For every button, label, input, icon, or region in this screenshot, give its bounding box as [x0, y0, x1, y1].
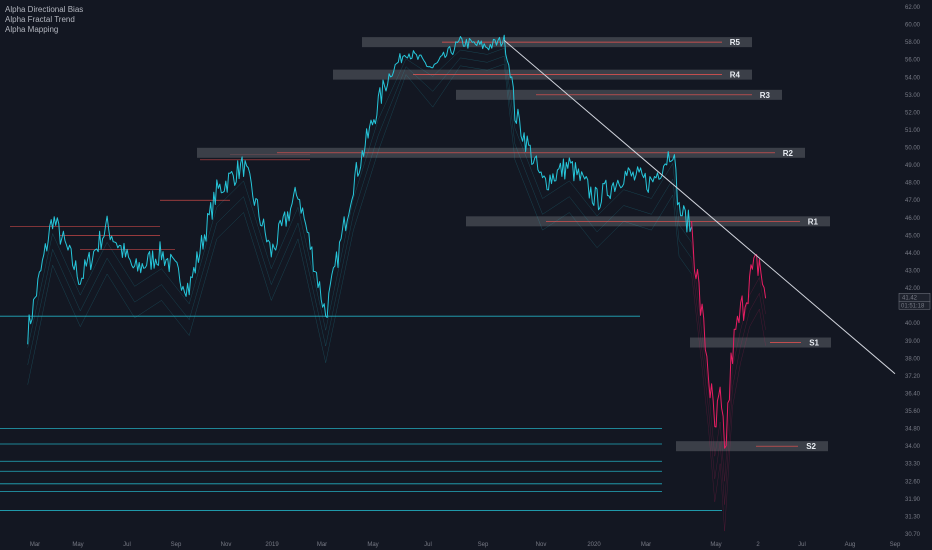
price-tick-label: 48.00 — [905, 181, 921, 187]
zone-label-r4: R4 — [730, 71, 741, 80]
time-tick-label: May — [367, 542, 378, 548]
time-axis: Mar May Jul Sep Nov 2019 Mar May Jul Sep Nov 2020 Ma… — [30, 542, 901, 548]
time-tick-label: Mar — [30, 542, 40, 548]
trendline-layer — [503, 39, 896, 375]
price-tick-label: 37.20 — [905, 374, 921, 380]
price-tick-label: 60.00 — [905, 23, 921, 29]
time-tick-label: 2 — [756, 542, 760, 548]
countdown-label: 01:51:18 — [901, 303, 925, 309]
price-tick-label: 33.30 — [905, 462, 921, 468]
price-tick-label: 34.80 — [905, 427, 921, 433]
legend-item-mapping[interactable]: Alpha Mapping — [5, 25, 59, 34]
price-tick-label: 35.60 — [905, 409, 921, 415]
price-tick-label: 31.90 — [905, 497, 921, 503]
zones-layer: R5 R4 R3 R2 R1 S1 S2 — [197, 37, 831, 452]
price-tick-label: 56.00 — [905, 58, 921, 64]
price-tick-label: 39.00 — [905, 339, 921, 345]
zone-s1 — [690, 337, 831, 348]
legend-item-directional-bias[interactable]: Alpha Directional Bias — [5, 5, 84, 14]
countdown-tag — [898, 301, 931, 310]
price-tick-label: 50.00 — [905, 146, 921, 152]
price-tick-label: 62.00 — [905, 5, 921, 11]
price-tick-label: 42.00 — [905, 286, 921, 292]
trend-band — [691, 273, 766, 532]
time-tick-label: Jul — [424, 542, 432, 548]
time-tick-label: Nov — [536, 542, 547, 548]
trend-band — [27, 55, 692, 365]
price-tick-label: 58.00 — [905, 40, 921, 46]
series-layer — [27, 34, 767, 532]
time-tick-label: May — [710, 542, 721, 548]
zone-label-r5: R5 — [730, 38, 741, 47]
zone-label-r2: R2 — [783, 149, 794, 158]
price-tick-label: 44.00 — [905, 251, 921, 257]
price-tick-label: 36.40 — [905, 391, 921, 397]
price-tick-label: 49.00 — [905, 163, 921, 169]
trend-band — [691, 242, 766, 482]
time-tick-label: Nov — [221, 542, 232, 548]
time-tick-label: Aug — [845, 542, 856, 548]
price-tick-label: 47.00 — [905, 198, 921, 204]
price-tick-label: 34.00 — [905, 444, 921, 450]
time-tick-label: May — [72, 542, 83, 548]
last-price-label: 41.42 — [902, 295, 918, 301]
trend-band — [27, 47, 692, 348]
price-axis: 62.00 60.00 58.00 56.00 54.00 53.00 52.00 51.00… — [898, 5, 931, 538]
time-tick-label: Sep — [890, 542, 901, 548]
zone-label-r1: R1 — [808, 217, 819, 226]
time-tick-label: Sep — [171, 542, 182, 548]
price-tick-label: 45.00 — [905, 233, 921, 239]
price-tick-label: 38.00 — [905, 356, 921, 362]
time-tick-label: Jul — [798, 542, 806, 548]
price-tick-label: 31.30 — [905, 514, 921, 520]
time-tick-label: 2020 — [587, 542, 601, 548]
price-tick-label: 54.00 — [905, 75, 921, 81]
trend-band — [27, 63, 692, 385]
time-tick-label: 2019 — [265, 542, 279, 548]
zone-label-r3: R3 — [760, 91, 771, 100]
price-tick-label: 30.70 — [905, 532, 921, 538]
levels-layer — [0, 154, 722, 511]
zone-label-s1: S1 — [809, 339, 819, 348]
time-tick-label: Sep — [478, 542, 489, 548]
trend-band — [691, 258, 766, 505]
zone-label-s2: S2 — [806, 442, 816, 451]
time-tick-label: Mar — [317, 542, 327, 548]
price-tick-label: 43.00 — [905, 269, 921, 275]
price-tick-label: 53.00 — [905, 93, 921, 99]
price-tick-label: 51.00 — [905, 128, 921, 134]
price-series-0 — [27, 34, 693, 345]
zone-s2 — [676, 441, 828, 452]
time-tick-label: Jul — [123, 542, 131, 548]
price-tick-label: 52.00 — [905, 110, 921, 116]
price-tick-label: 40.00 — [905, 321, 921, 327]
price-tick-label: 46.00 — [905, 216, 921, 222]
time-tick-label: Mar — [641, 542, 651, 548]
indicator-legend: Alpha Directional Bias Alpha Fractal Tre… — [5, 5, 83, 35]
legend-item-fractal-trend[interactable]: Alpha Fractal Trend — [5, 15, 75, 24]
price-series-1 — [691, 221, 767, 449]
descending-trendline — [503, 39, 896, 375]
price-tick-label: 32.60 — [905, 479, 921, 485]
